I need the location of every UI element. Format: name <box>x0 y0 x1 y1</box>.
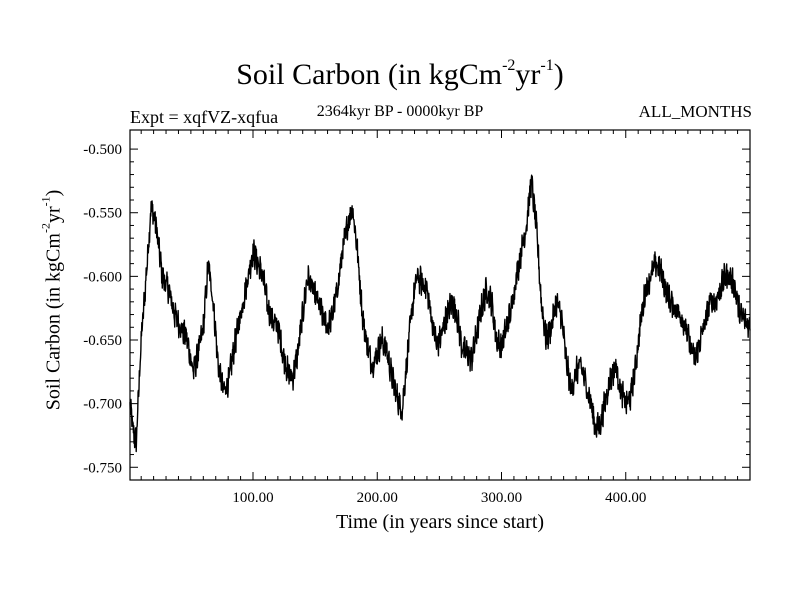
soil-carbon-series-line <box>129 174 751 453</box>
x-axis-label: Time (in years since start) <box>335 511 545 533</box>
y-tick-label: -0.550 <box>83 206 122 222</box>
x-tick-label: 400.00 <box>605 490 646 506</box>
y-tick-label: -0.500 <box>83 142 122 158</box>
y-tick-label: -0.650 <box>83 333 122 349</box>
y-tick-label: -0.700 <box>83 397 122 413</box>
x-axis: 100.00 200.00 300.00 400.00 <box>140 130 751 506</box>
x-tick-label: 300.00 <box>481 490 522 506</box>
months-label: ALL_MONTHS <box>638 102 752 121</box>
y-tick-label: -0.600 <box>83 269 122 285</box>
x-tick-label: 100.00 <box>232 490 273 506</box>
plot-border <box>129 129 751 481</box>
experiment-label: Expt = xqfVZ-xqfua <box>130 107 279 127</box>
chart-subtitle: 2364kyr BP - 0000kyr BP <box>316 103 484 120</box>
y-axis: -0.750 -0.700 -0.650 -0.600 -0.550 -0.500 <box>83 142 750 476</box>
y-tick-label: -0.750 <box>83 460 122 476</box>
x-tick-label: 200.00 <box>357 490 398 506</box>
chart-title: Soil Carbon (in kgCm-2yr-1) <box>236 57 564 91</box>
y-axis-label: Soil Carbon (in kgCm-2yr-1) <box>38 189 65 411</box>
